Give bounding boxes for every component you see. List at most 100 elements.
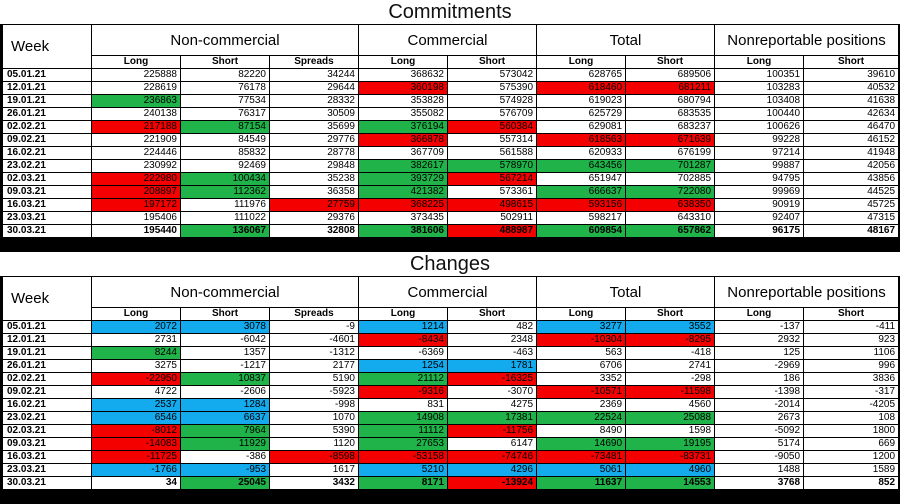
value-cell: -8012 xyxy=(91,424,181,438)
table-row: 09.03.21 -14083 11929 1120 27653 6147 14690 191… xyxy=(2,437,900,451)
column-header: Short xyxy=(625,307,716,321)
value-cell: -73481 xyxy=(536,450,627,464)
week-cell: 16.02.21 xyxy=(2,146,92,160)
value-cell: 689506 xyxy=(625,68,716,82)
value-cell: 996 xyxy=(803,359,900,373)
value-cell: 666637 xyxy=(536,185,627,199)
value-cell: 6147 xyxy=(446,437,538,451)
value-cell: 29644 xyxy=(269,81,359,95)
value-cell: 6706 xyxy=(536,359,627,373)
value-cell: -11598 xyxy=(625,385,716,399)
value-cell: 1589 xyxy=(803,463,900,477)
value-cell: 3768 xyxy=(714,476,805,490)
value-cell: 103283 xyxy=(714,81,805,95)
column-header: Short xyxy=(803,55,900,69)
table-row: 30.03.21 195440 136067 32808 381606 488987 609… xyxy=(2,224,900,238)
value-cell: 14690 xyxy=(536,437,627,451)
value-cell: 240138 xyxy=(91,107,181,121)
column-header: Spreads xyxy=(269,55,359,69)
value-cell: 5061 xyxy=(536,463,627,477)
value-cell: 10837 xyxy=(180,372,270,386)
value-cell: 25088 xyxy=(625,411,716,425)
value-cell: 43856 xyxy=(803,172,900,186)
week-cell: 09.02.21 xyxy=(2,385,92,399)
value-cell: 482 xyxy=(446,320,538,334)
value-cell: -10304 xyxy=(536,333,627,347)
value-cell: 11929 xyxy=(180,437,270,451)
value-cell: 1800 xyxy=(803,424,900,438)
value-cell: 1120 xyxy=(269,437,359,451)
table-row: 23.03.21 195406 111022 29376 373435 502911 598… xyxy=(2,211,900,225)
value-cell: 1781 xyxy=(446,359,538,373)
value-cell: 2537 xyxy=(91,398,181,412)
value-cell: 32808 xyxy=(269,224,359,238)
value-cell: 393729 xyxy=(358,172,448,186)
value-cell: 567214 xyxy=(446,172,538,186)
group-header: Nonreportable positions xyxy=(714,24,900,56)
value-cell: 2177 xyxy=(269,359,359,373)
value-cell: 7964 xyxy=(180,424,270,438)
value-cell: 625729 xyxy=(536,107,627,121)
week-cell: 30.03.21 xyxy=(2,476,92,490)
table-row: 02.03.21 -8012 7964 5390 11112 -11756 8490 1598… xyxy=(2,424,900,438)
value-cell: 46152 xyxy=(803,133,900,147)
value-cell: 236863 xyxy=(91,94,181,108)
week-header: Week xyxy=(2,24,92,69)
week-cell: 19.01.21 xyxy=(2,346,92,360)
value-cell: 30509 xyxy=(269,107,359,121)
value-cell: 96175 xyxy=(714,224,805,238)
table-row: 16.02.21 2537 1284 -998 831 4275 2369 4560 -2014… xyxy=(2,398,900,412)
value-cell: 6546 xyxy=(91,411,181,425)
value-cell: 557314 xyxy=(446,133,538,147)
value-cell: -9050 xyxy=(714,450,805,464)
value-cell: 1357 xyxy=(180,346,270,360)
value-cell: 103408 xyxy=(714,94,805,108)
changes-title: Changes xyxy=(0,252,900,276)
value-cell: 8171 xyxy=(358,476,448,490)
value-cell: 27759 xyxy=(269,198,359,212)
sub-header-row: Long Short Spreads Long Short Long Short Long Sh… xyxy=(3,307,900,321)
value-cell: 563 xyxy=(536,346,627,360)
value-cell: -83731 xyxy=(625,450,716,464)
value-cell: 8244 xyxy=(91,346,181,360)
value-cell: 3836 xyxy=(803,372,900,386)
value-cell: 99228 xyxy=(714,133,805,147)
value-cell: -1217 xyxy=(180,359,270,373)
group-header-row: Week Non-commercial Commercial Total Nonrepo… xyxy=(2,276,900,321)
week-cell: 05.01.21 xyxy=(2,320,92,334)
value-cell: 638350 xyxy=(625,198,716,212)
group-header: Commercial xyxy=(357,24,538,56)
value-cell: -8434 xyxy=(358,333,448,347)
value-cell: 683535 xyxy=(625,107,716,121)
value-cell: 620933 xyxy=(536,146,627,160)
value-cell: 2741 xyxy=(625,359,716,373)
value-cell: 609854 xyxy=(536,224,627,238)
column-header: Short xyxy=(446,55,538,69)
group-header: Total xyxy=(536,24,716,56)
value-cell: 4722 xyxy=(91,385,181,399)
table-row: 09.02.21 221909 84549 29776 366878 557314 6185… xyxy=(2,133,900,147)
value-cell: 3432 xyxy=(269,476,359,490)
value-cell: 923 xyxy=(803,333,900,347)
value-cell: 14908 xyxy=(358,411,448,425)
value-cell: 561588 xyxy=(446,146,538,160)
value-cell: 99969 xyxy=(714,185,805,199)
value-cell: -16325 xyxy=(446,372,538,386)
week-cell: 16.03.21 xyxy=(2,450,92,464)
value-cell: 2072 xyxy=(91,320,181,334)
week-cell: 02.03.21 xyxy=(2,172,92,186)
column-header: Long xyxy=(536,55,627,69)
value-cell: 17381 xyxy=(446,411,538,425)
value-cell: 1070 xyxy=(269,411,359,425)
value-cell: -9 xyxy=(269,320,359,334)
value-cell: 39610 xyxy=(803,68,900,82)
value-cell: 90919 xyxy=(714,198,805,212)
column-header: Long xyxy=(91,307,181,321)
value-cell: 111976 xyxy=(180,198,270,212)
value-cell: 702885 xyxy=(625,172,716,186)
value-cell: 44525 xyxy=(803,185,900,199)
table-row: 05.01.21 225888 82220 34244 368632 573042 6287… xyxy=(2,68,900,82)
value-cell: 2731 xyxy=(91,333,181,347)
value-cell: 25045 xyxy=(180,476,270,490)
value-cell: 4960 xyxy=(625,463,716,477)
